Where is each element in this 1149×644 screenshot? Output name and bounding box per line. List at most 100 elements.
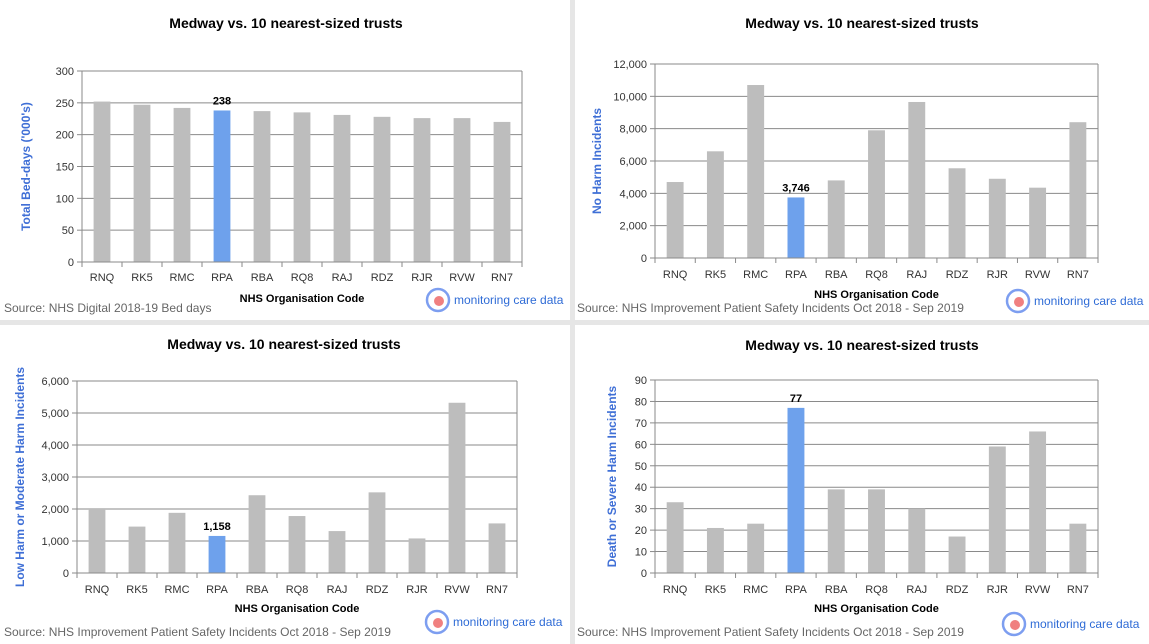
y-axis-label: Death or Severe Harm Incidents bbox=[605, 385, 619, 567]
bar-rvw bbox=[448, 402, 466, 573]
x-axis-label: NHS Organisation Code bbox=[814, 603, 939, 615]
bar-rnq bbox=[666, 502, 684, 573]
highlight-data-label: 1,158 bbox=[203, 521, 231, 533]
bar-rdz bbox=[373, 116, 391, 262]
x-tick-label: RMC bbox=[169, 272, 194, 284]
bar-rnq bbox=[88, 509, 106, 573]
y-tick-label: 12,000 bbox=[613, 59, 647, 71]
bar-rvw bbox=[1029, 431, 1047, 573]
y-tick-label: 40 bbox=[635, 482, 647, 494]
x-tick-label: RK5 bbox=[126, 584, 147, 596]
x-tick-label: RMC bbox=[743, 584, 768, 596]
highlight-data-label: 3,746 bbox=[782, 182, 810, 194]
y-tick-label: 80 bbox=[635, 396, 647, 408]
logo-ring bbox=[1001, 611, 1027, 637]
x-tick-label: RBA bbox=[251, 272, 274, 284]
bar-rq8 bbox=[293, 112, 311, 262]
bar-rmc bbox=[168, 512, 186, 573]
x-tick-label: RNQ bbox=[85, 584, 110, 596]
x-tick-label: RAJ bbox=[332, 272, 353, 284]
bar-rq8 bbox=[868, 489, 885, 573]
x-tick-label: RVW bbox=[444, 584, 470, 596]
bar-rba bbox=[827, 180, 845, 258]
y-tick-label: 4,000 bbox=[41, 440, 69, 452]
chart-title: Medway vs. 10 nearest-sized trusts bbox=[169, 15, 403, 31]
bar-rdz bbox=[948, 536, 966, 573]
y-tick-label: 20 bbox=[635, 525, 647, 537]
x-tick-label: RDZ bbox=[366, 584, 389, 596]
x-axis-label: NHS Organisation Code bbox=[240, 293, 365, 305]
bar-rk5 bbox=[706, 151, 724, 258]
monitoring-care-data-logo-icon bbox=[1001, 611, 1027, 637]
brand-label: monitoring care data bbox=[454, 293, 564, 307]
y-tick-label: 6,000 bbox=[619, 156, 647, 168]
bar-rvw bbox=[1029, 187, 1047, 258]
bar-rnq bbox=[666, 182, 684, 258]
bar-rk5 bbox=[706, 527, 724, 573]
x-tick-label: RBA bbox=[825, 584, 848, 596]
x-tick-label: RDZ bbox=[946, 269, 969, 281]
x-tick-label: RK5 bbox=[131, 272, 152, 284]
bar-rjr bbox=[988, 446, 1006, 573]
x-tick-label: RMC bbox=[164, 584, 189, 596]
chart-title: Medway vs. 10 nearest-sized trusts bbox=[167, 336, 401, 352]
x-tick-label: RVW bbox=[1025, 584, 1051, 596]
y-tick-label: 2,000 bbox=[619, 221, 647, 233]
bar-rn7 bbox=[488, 523, 506, 573]
y-axis-label: No Harm Incidents bbox=[590, 108, 604, 214]
y-tick-label: 30 bbox=[635, 504, 647, 516]
bar-rdz bbox=[948, 168, 966, 258]
logo-dot bbox=[433, 618, 443, 628]
y-tick-label: 0 bbox=[641, 568, 647, 580]
x-tick-label: RN7 bbox=[1067, 584, 1089, 596]
logo-dot bbox=[1010, 620, 1020, 630]
x-tick-label: RN7 bbox=[486, 584, 508, 596]
logo-ring bbox=[1005, 288, 1031, 314]
chart-panel-bed-days: Medway vs. 10 nearest-sized trusts 0 50 100… bbox=[0, 0, 570, 320]
y-tick-label: 60 bbox=[635, 439, 647, 451]
bar-rq8 bbox=[868, 130, 885, 258]
highlight-data-label: 77 bbox=[790, 393, 802, 405]
x-tick-label: RQ8 bbox=[865, 584, 888, 596]
x-tick-label: RNQ bbox=[663, 269, 688, 281]
y-tick-label: 1,000 bbox=[41, 536, 69, 548]
y-tick-label: 6,000 bbox=[41, 376, 69, 388]
logo-ring bbox=[425, 287, 451, 313]
bar-rk5 bbox=[128, 526, 146, 573]
y-tick-label: 50 bbox=[635, 461, 647, 473]
bar-rvw bbox=[453, 118, 471, 262]
bar-rba bbox=[827, 489, 845, 573]
chart-panel-no-harm: Medway vs. 10 nearest-sized trusts 0 2,000… bbox=[575, 0, 1149, 320]
x-tick-label: RAJ bbox=[906, 584, 927, 596]
x-tick-label: RBA bbox=[246, 584, 269, 596]
chart-title: Medway vs. 10 nearest-sized trusts bbox=[745, 337, 979, 353]
x-tick-label: RQ8 bbox=[291, 272, 314, 284]
x-tick-label: RQ8 bbox=[865, 269, 888, 281]
y-tick-label: 200 bbox=[56, 130, 74, 142]
bar-raj bbox=[328, 531, 346, 573]
y-tick-label: 10 bbox=[635, 547, 647, 559]
y-axis-label: Total Bed-days ('000's) bbox=[19, 102, 33, 231]
monitoring-care-data-logo-icon bbox=[1005, 288, 1031, 314]
bar-rpa bbox=[787, 197, 805, 258]
bar-rmc bbox=[747, 523, 765, 573]
bed-days-chart: Medway vs. 10 nearest-sized trusts 0 50 100… bbox=[4, 15, 564, 315]
bar-rdz bbox=[368, 492, 386, 573]
x-tick-label: RBA bbox=[825, 269, 848, 281]
bar-rjr bbox=[408, 538, 426, 573]
y-tick-label: 0 bbox=[641, 253, 647, 265]
x-tick-label: RAJ bbox=[906, 269, 927, 281]
bar-rpa bbox=[787, 407, 805, 573]
x-tick-label: RPA bbox=[206, 584, 228, 596]
x-tick-label: RJR bbox=[411, 272, 432, 284]
bar-rpa bbox=[213, 110, 231, 263]
x-tick-label: RN7 bbox=[1067, 269, 1089, 281]
source-note: Source: NHS Improvement Patient Safety I… bbox=[577, 625, 964, 639]
chart-panel-low-moderate-harm: Medway vs. 10 nearest-sized trusts 0 1,000… bbox=[0, 325, 570, 644]
highlight-data-label: 238 bbox=[213, 95, 231, 107]
bar-raj bbox=[908, 508, 926, 573]
bar-rba bbox=[248, 495, 266, 573]
y-tick-label: 2,000 bbox=[41, 504, 69, 516]
no-harm-chart: Medway vs. 10 nearest-sized trusts 0 2,000… bbox=[577, 15, 1144, 315]
brand-label: monitoring care data bbox=[1034, 294, 1144, 308]
